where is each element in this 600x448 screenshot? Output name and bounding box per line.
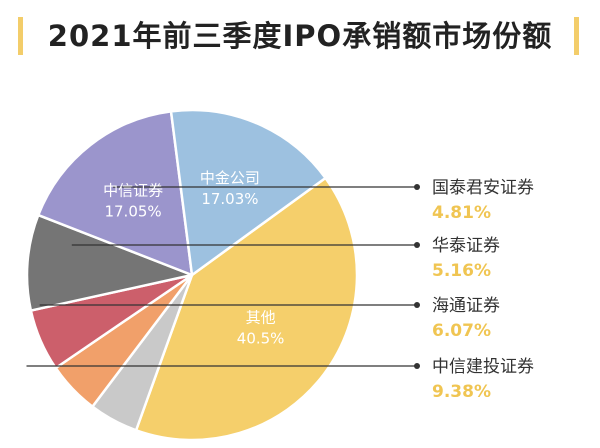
title-accent-left xyxy=(18,17,23,55)
legend-name-label: 海通证券 xyxy=(432,296,500,316)
legend-value-label: 5.16% xyxy=(432,261,491,281)
legend-value-label: 6.07% xyxy=(432,321,491,341)
legend-value-label: 9.38% xyxy=(432,382,491,402)
slice-value-label: 17.05% xyxy=(104,203,161,221)
legend-name-label: 国泰君安证券 xyxy=(432,178,534,198)
pie-slice-5 xyxy=(25,213,194,312)
slice-value-label: 40.5% xyxy=(237,330,285,348)
pie-slice-1 xyxy=(134,176,359,442)
pie-slice-6 xyxy=(37,110,194,277)
pie-slice-7 xyxy=(169,108,327,277)
title-accent-right xyxy=(574,17,579,55)
slice-value-label: 17.03% xyxy=(201,190,258,208)
slice-name-label: 其他 xyxy=(246,309,276,327)
leader-dot xyxy=(414,242,420,248)
chart-title: 2021年前三季度IPO承销额市场份额 xyxy=(47,19,553,53)
slice-name-label: 中信证券 xyxy=(103,182,163,200)
slice-name-label: 中金公司 xyxy=(200,169,260,187)
legend-name-label: 华泰证券 xyxy=(432,236,500,256)
legend-name-label: 中信建投证券 xyxy=(432,357,534,377)
leader-dot xyxy=(414,363,420,369)
legend-value-label: 4.81% xyxy=(432,203,491,223)
leader-dot xyxy=(414,302,420,308)
leader-dot xyxy=(414,184,420,190)
